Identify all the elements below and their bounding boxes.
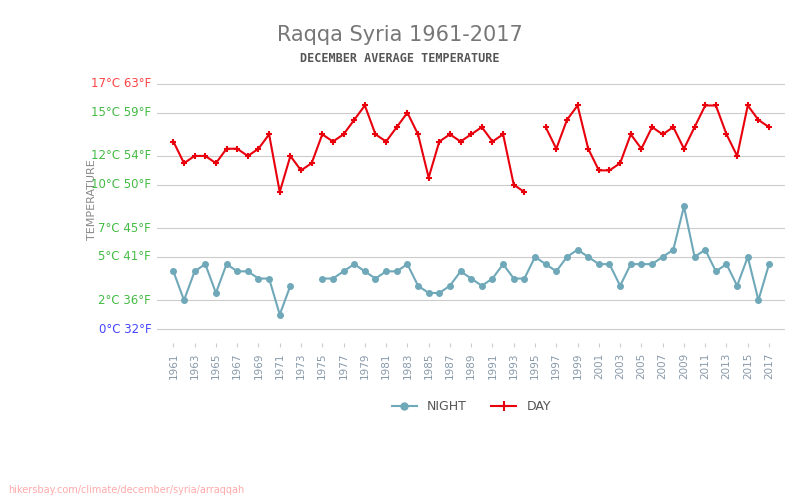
Text: 12°C 54°F: 12°C 54°F [91,150,151,162]
Text: hikersbay.com/climate/december/syria/arraqqah: hikersbay.com/climate/december/syria/arr… [8,485,244,495]
Text: 17°C 63°F: 17°C 63°F [91,78,151,90]
Text: 7°C 45°F: 7°C 45°F [98,222,151,234]
Text: 5°C 41°F: 5°C 41°F [98,250,151,264]
Legend: NIGHT, DAY: NIGHT, DAY [386,395,556,418]
Y-axis label: TEMPERATURE: TEMPERATURE [87,159,97,240]
Text: DECEMBER AVERAGE TEMPERATURE: DECEMBER AVERAGE TEMPERATURE [300,52,500,66]
Text: 15°C 59°F: 15°C 59°F [91,106,151,119]
Text: 10°C 50°F: 10°C 50°F [91,178,151,192]
Text: Raqqa Syria 1961-2017: Raqqa Syria 1961-2017 [277,25,523,45]
Text: 2°C 36°F: 2°C 36°F [98,294,151,306]
Text: 0°C 32°F: 0°C 32°F [98,322,151,336]
